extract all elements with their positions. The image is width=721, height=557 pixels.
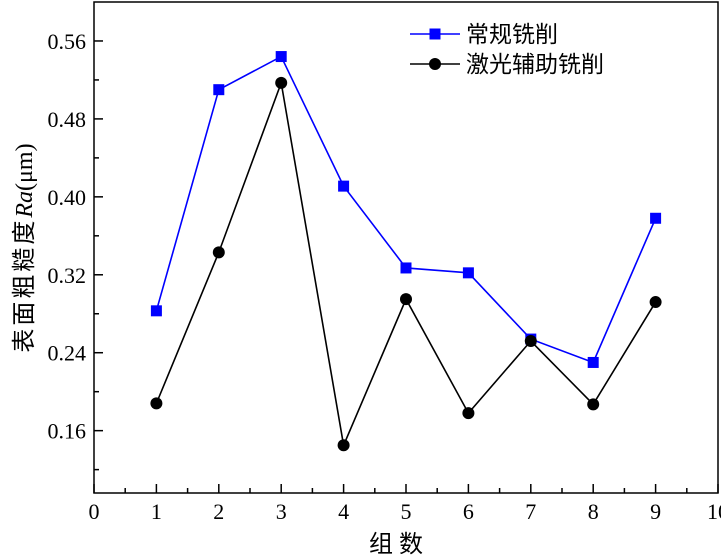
x-tick-label: 3 <box>276 499 287 524</box>
x-tick-label: 5 <box>401 499 412 524</box>
legend-marker-circle <box>429 58 441 70</box>
x-tick-label: 1 <box>151 499 162 524</box>
data-point-square <box>587 356 599 368</box>
legend-label-laser: 激光辅助铣削 <box>466 52 604 78</box>
plot-frame <box>93 1 719 494</box>
y-axis-title-unit: (μm) <box>12 143 38 191</box>
series-1 <box>150 51 662 368</box>
x-tick-label: 8 <box>588 499 599 524</box>
data-point-circle <box>150 397 163 410</box>
series-line <box>155 55 657 364</box>
legend-entry-conventional: 常规铣削 <box>410 22 558 48</box>
series-layer <box>150 51 662 452</box>
data-point-square <box>462 267 474 279</box>
data-point-square <box>213 84 225 96</box>
data-point-circle <box>524 335 537 348</box>
y-tick-label: 0.48 <box>48 107 87 132</box>
x-tick-label: 10 <box>707 499 721 524</box>
data-point-circle <box>462 407 475 420</box>
data-point-square <box>275 51 287 63</box>
series-2 <box>150 76 662 452</box>
data-point-circle <box>587 398 600 411</box>
data-point-square <box>338 180 350 192</box>
x-axis-title: 组数 <box>369 530 429 557</box>
y-tick-label: 0.24 <box>48 341 87 366</box>
x-tick-label: 9 <box>650 499 661 524</box>
x-tick-label: 4 <box>338 499 349 524</box>
y-axis-title-symbol: Ra <box>12 191 38 219</box>
x-tick-label: 7 <box>525 499 536 524</box>
axis-ticks <box>93 40 719 493</box>
y-tick-label: 0.16 <box>48 419 87 444</box>
data-point-circle <box>275 76 288 89</box>
data-point-square <box>400 262 412 274</box>
data-point-circle <box>649 296 662 309</box>
y-axis-title: 表面粗糙度Ra(μm) <box>10 143 38 352</box>
data-point-circle <box>337 439 350 452</box>
legend: 常规铣削 激光辅助铣削 <box>410 22 604 78</box>
legend-marker-square <box>429 28 441 40</box>
y-tick-label: 0.32 <box>48 263 87 288</box>
legend-entry-laser: 激光辅助铣削 <box>410 52 604 78</box>
tick-labels: 0 1 2 3 4 5 6 7 8 9 10 0.16 0.24 0.32 0.40 0.48 0.56 <box>48 29 721 524</box>
y-tick-label: 0.40 <box>48 185 87 210</box>
x-tick-label: 0 <box>89 499 100 524</box>
legend-label-conventional: 常规铣削 <box>466 22 558 48</box>
data-point-square <box>650 212 662 224</box>
y-tick-label: 0.56 <box>48 29 87 54</box>
x-tick-label: 6 <box>463 499 474 524</box>
y-axis-title-main: 表面粗糙度 <box>10 218 38 353</box>
data-point-circle <box>212 246 225 259</box>
x-tick-label: 2 <box>213 499 224 524</box>
data-point-square <box>150 305 162 317</box>
data-point-circle <box>400 293 412 306</box>
